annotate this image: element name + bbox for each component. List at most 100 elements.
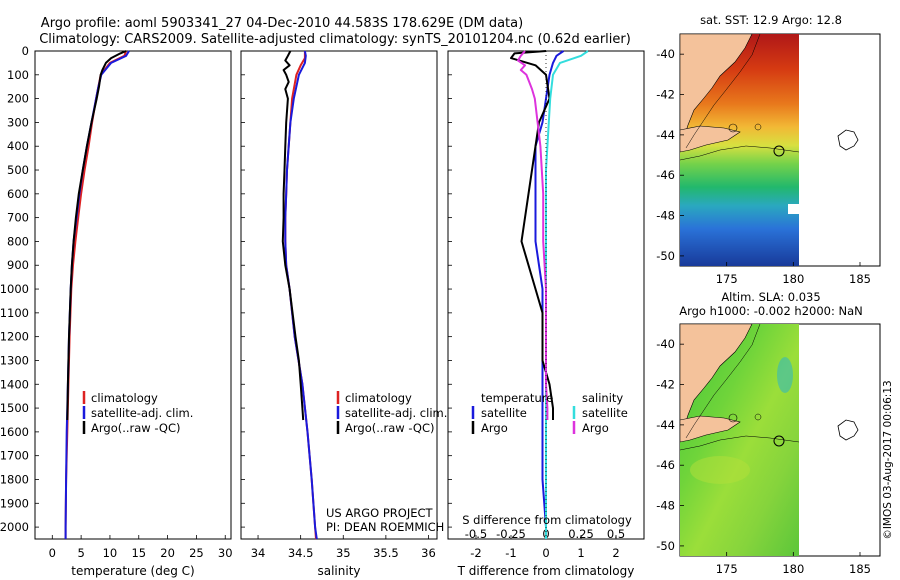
lon-tick-label: 180 xyxy=(782,562,804,576)
depth-tick-label: 1800 xyxy=(0,472,29,486)
series-line-argo xyxy=(510,50,554,420)
difference-legend: temperature salinity satellite Argo sate… xyxy=(471,391,628,435)
seamount-contour xyxy=(754,413,762,421)
lon-tick-label: 175 xyxy=(716,562,738,576)
island-outline xyxy=(837,129,859,151)
lat-tick-label: -50 xyxy=(656,249,675,263)
sla-high-anomaly xyxy=(777,357,793,393)
x-tick-label: 5 xyxy=(77,546,84,560)
lat-tick-label: -40 xyxy=(656,47,675,61)
depth-tick-label: 1300 xyxy=(0,353,29,367)
depth-tick-label: 300 xyxy=(7,115,29,129)
depth-tick-label: 900 xyxy=(7,258,29,272)
depth-tick-label: 500 xyxy=(7,163,29,177)
depth-tick-label: 400 xyxy=(7,139,29,153)
figure-title-line2: Climatology: CARS2009. Satellite-adjuste… xyxy=(39,32,631,47)
temperature-x-axis: 0 5 10 15 20 25 30 xyxy=(49,535,233,560)
depth-tick-label: 700 xyxy=(7,211,29,225)
sst-map: -40 -42 -44 -46 -48 -50 175 180 185 xyxy=(656,33,881,286)
s-tick-label: 0.25 xyxy=(568,527,594,541)
lat-tick-label: -40 xyxy=(656,337,675,351)
x-tick-label: 25 xyxy=(189,546,204,560)
legend-label-temp-argo: Argo xyxy=(481,421,508,435)
legend-label-climatology: climatology xyxy=(91,391,158,405)
legend-header-temperature: temperature xyxy=(481,391,553,405)
depth-tick-label: 1400 xyxy=(0,377,29,391)
lon-tick-label: 185 xyxy=(849,562,871,576)
legend-label-argo: Argo(..raw -QC) xyxy=(91,421,181,435)
legend-label-satellite: satellite-adj. clim. xyxy=(345,406,447,420)
difference-xlabel: T difference from climatology xyxy=(457,564,635,578)
depth-tick-label: 1200 xyxy=(0,330,29,344)
depth-tick-label: 0 xyxy=(22,44,29,58)
series-line-argo xyxy=(66,50,127,421)
float-position-marker xyxy=(773,435,785,447)
x-tick-label: 20 xyxy=(160,546,175,560)
salinity-legend: climatology satellite-adj. clim. Argo(..… xyxy=(336,391,447,435)
s-tick-label: -0.25 xyxy=(496,527,526,541)
x-tick-label: 34.5 xyxy=(288,546,314,560)
temperature-series xyxy=(64,50,130,539)
legend-label-climatology: climatology xyxy=(345,391,412,405)
x-tick-label: 36 xyxy=(421,546,436,560)
lat-tick-label: -46 xyxy=(656,458,675,472)
s-tick-label: -0.5 xyxy=(465,527,487,541)
legend-label-satellite: satellite-adj. clim. xyxy=(91,406,193,420)
salinity-xlabel: salinity xyxy=(317,564,360,578)
x-tick-label: 10 xyxy=(103,546,118,560)
lat-tick-label: -46 xyxy=(656,168,675,182)
depth-tick-label: 1000 xyxy=(0,282,29,296)
credit-text: ©IMOS 03-Aug-2017 00:06:13 xyxy=(882,380,894,539)
sla-map-axes: -40 -42 -44 -46 -48 -50 175 180 185 xyxy=(656,337,871,576)
lat-tick-label: -50 xyxy=(656,539,675,553)
float-position-marker xyxy=(773,145,785,157)
figure-title-line1: Argo profile: aoml 5903341_27 04-Dec-201… xyxy=(41,16,523,31)
sla-map-title-line2: Argo h1000: -0.002 h2000: NaN xyxy=(679,304,863,318)
x-tick-label: -1 xyxy=(505,546,516,560)
temperature-xlabel: temperature (deg C) xyxy=(71,564,194,578)
sst-map-axes: -40 -42 -44 -46 -48 -50 175 180 185 xyxy=(656,47,871,286)
salinity-panel xyxy=(240,50,438,540)
project-pi: PI: DEAN ROEMMICH xyxy=(326,520,444,534)
depth-tick-label: 1900 xyxy=(0,496,29,510)
series-line-sal_argo xyxy=(517,50,549,420)
coast-peninsula xyxy=(680,415,741,443)
depth-tick-label: 1500 xyxy=(0,401,29,415)
depth-tick-label: 1600 xyxy=(0,425,29,439)
difference-xlabel-top: S difference from climatology xyxy=(462,513,632,527)
x-tick-label: 35 xyxy=(336,546,351,560)
series-line-temp_satellite xyxy=(534,50,565,539)
x-tick-label: 1 xyxy=(577,546,584,560)
depth-tick-label: 2000 xyxy=(0,520,29,534)
project-name: US ARGO PROJECT xyxy=(326,506,434,520)
lon-tick-label: 185 xyxy=(849,272,871,286)
legend-label-sal-satellite: satellite xyxy=(582,406,628,420)
legend-label-argo: Argo(..raw -QC) xyxy=(345,421,435,435)
depth-tick-label: 100 xyxy=(7,68,29,82)
temperature-legend: climatology satellite-adj. clim. Argo(..… xyxy=(82,391,193,435)
depth-tick-label: 1100 xyxy=(0,306,29,320)
x-tick-label: 30 xyxy=(218,546,233,560)
lon-tick-label: 175 xyxy=(716,272,738,286)
legend-label-temp-satellite: satellite xyxy=(481,406,527,420)
depth-axis: 0 100 200 300 400 500 600 700 800 900 1000 1100 1200… xyxy=(0,44,452,534)
x-tick-label: 0 xyxy=(542,546,549,560)
lat-tick-label: -48 xyxy=(656,499,675,513)
x-tick-label: 15 xyxy=(131,546,146,560)
depth-tick-label: 800 xyxy=(7,234,29,248)
x-tick-label: 34 xyxy=(251,546,266,560)
series-line-argo xyxy=(281,50,305,421)
series-line-satellite xyxy=(284,50,318,540)
salinity-series xyxy=(281,50,318,540)
legend-header-salinity: salinity xyxy=(582,391,623,405)
lat-tick-label: -48 xyxy=(656,209,675,223)
lat-tick-label: -44 xyxy=(656,128,675,142)
sla-map-title-line1: Altim. SLA: 0.035 xyxy=(721,290,820,304)
legend-label-sal-argo: Argo xyxy=(582,421,609,435)
sla-map: -40 -42 -44 -46 -48 -50 175 180 185 xyxy=(656,323,881,576)
lat-tick-label: -44 xyxy=(656,418,675,432)
x-tick-label: 0 xyxy=(49,546,56,560)
chatham-island xyxy=(728,123,738,133)
sst-nodata-patch xyxy=(788,204,799,214)
